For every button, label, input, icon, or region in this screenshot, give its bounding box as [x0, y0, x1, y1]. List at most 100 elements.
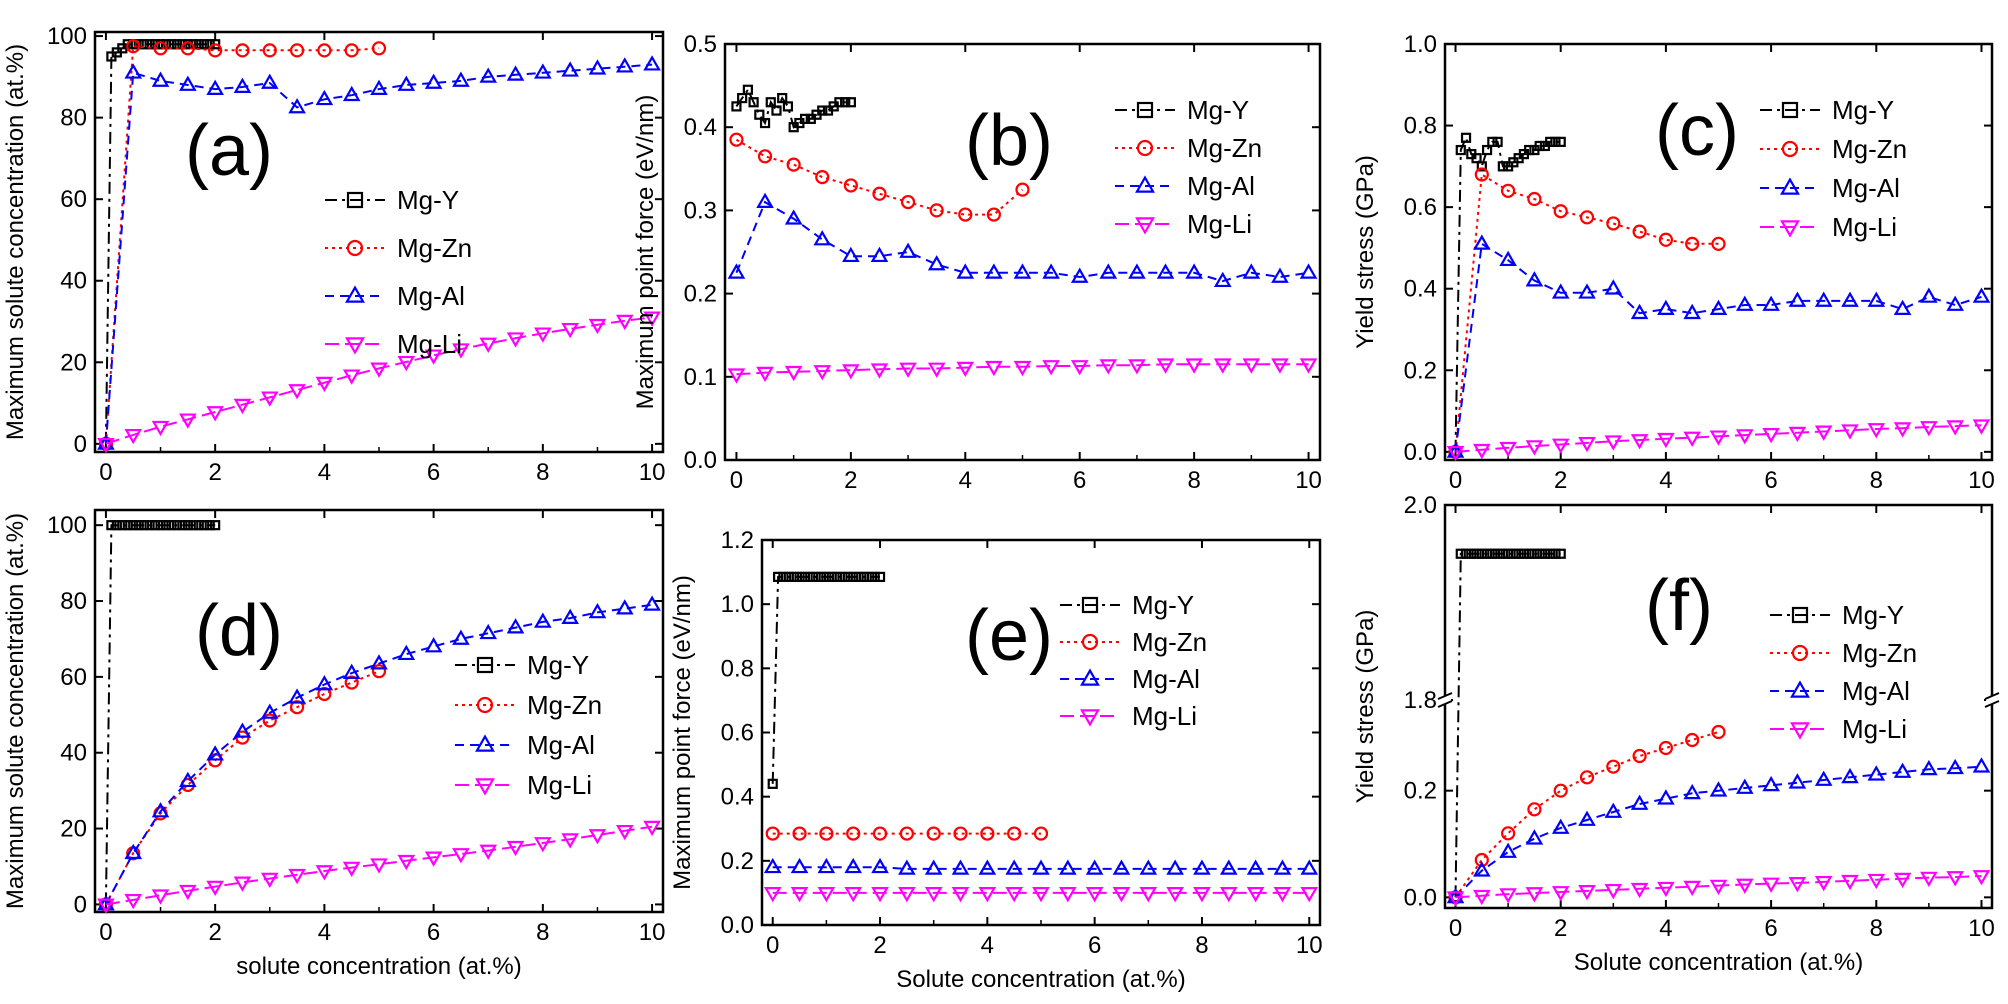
data-point: [1471, 548, 1482, 559]
data-point: [397, 854, 416, 871]
data-point: [848, 571, 859, 582]
data-point: [1497, 548, 1508, 559]
data-point: [1578, 436, 1596, 453]
y-tick-label: 0.2: [684, 281, 717, 308]
y-tick-label: 0.0: [721, 912, 754, 939]
data-point: [1972, 419, 1991, 435]
data-point: [561, 833, 579, 849]
legend-label: Mg-Y: [1842, 600, 1904, 630]
data-point: [871, 857, 889, 874]
data-point: [1005, 887, 1023, 903]
y-tick-label: 1.0: [721, 591, 754, 618]
data-point: [870, 246, 889, 263]
data-point: [845, 97, 856, 108]
data-point: [534, 837, 552, 853]
series-line: [105, 316, 653, 445]
chart-panel-b: 0 2 4 6 8 10 0.0 0.1 0.2 0.3 0.4 0.5 Maximum point f…: [632, 31, 1322, 494]
data-point: [1070, 360, 1089, 376]
data-point: [1166, 887, 1184, 903]
data-point: [342, 663, 361, 679]
data-point: [643, 820, 661, 837]
axis-break-mark: [1984, 692, 2000, 700]
data-point: [561, 322, 579, 339]
x-tick-label: 10: [1968, 467, 1995, 494]
data-point: [1972, 287, 1991, 303]
data-point: [97, 898, 115, 914]
data-point: [771, 105, 782, 116]
data-point: [534, 63, 552, 79]
data-point: [951, 887, 970, 903]
data-point: [206, 880, 224, 896]
y-tick-label: 60: [60, 664, 87, 691]
data-point: [1185, 358, 1203, 374]
data-point: [1657, 881, 1675, 898]
data-point: [177, 520, 188, 531]
plot-frame: [1443, 503, 1994, 910]
data-point: [1553, 783, 1568, 798]
data-point: [452, 629, 470, 645]
data-point: [1920, 871, 1938, 888]
data-point: [1501, 826, 1516, 841]
data-point: [1271, 358, 1289, 374]
data-point: [315, 865, 334, 881]
x-tick-label: 2: [208, 919, 221, 946]
data-point: [206, 745, 224, 761]
data-point: [799, 571, 811, 582]
legend-label: Mg-Al: [527, 730, 595, 760]
data-point: [1606, 216, 1621, 231]
data-point: [534, 327, 552, 343]
data-point: [1685, 732, 1700, 748]
data-point: [874, 571, 886, 582]
data-point: [155, 520, 166, 531]
data-point: [1246, 859, 1265, 875]
legend-label: Mg-Zn: [527, 690, 602, 720]
data-point: [288, 868, 306, 885]
data-point: [757, 149, 773, 164]
data-point: [1788, 426, 1807, 443]
data-point: [208, 43, 223, 58]
data-point: [1300, 887, 1319, 903]
data-point: [924, 887, 943, 903]
data-point: [1709, 781, 1728, 797]
data-point: [506, 840, 525, 857]
data-point: [1841, 767, 1859, 784]
data-point: [1156, 358, 1175, 374]
y-tick-label: 80: [60, 588, 87, 615]
data-point: [794, 571, 805, 582]
axis-break-gap: [1986, 696, 1998, 704]
y-tick-label: 0.4: [684, 114, 717, 141]
data-point: [1657, 432, 1675, 449]
y-tick-label: 1.8: [1404, 687, 1437, 714]
x-tick-label: 8: [1187, 467, 1200, 494]
series-mg-zn: [765, 826, 1049, 841]
data-point: [452, 848, 470, 864]
legend-label: Mg-Y: [1132, 590, 1194, 620]
y-axis-label: Maximum solute concentration (at.%): [2, 44, 29, 440]
data-point: [1508, 548, 1519, 559]
data-point: [871, 887, 889, 903]
data-point: [588, 602, 607, 619]
data-point: [1503, 548, 1514, 559]
data-point: [1471, 153, 1482, 164]
data-point: [1300, 859, 1319, 875]
legend-marker: [1136, 101, 1154, 119]
data-point: [1473, 889, 1491, 906]
data-point: [1487, 548, 1498, 559]
data-point: [1735, 429, 1754, 445]
data-point: [151, 420, 170, 437]
legend-marker: [1135, 175, 1155, 193]
y-tick-label: 0.2: [721, 848, 754, 875]
data-point: [588, 318, 607, 335]
data-point: [763, 857, 782, 874]
data-point: [1513, 548, 1524, 559]
data-point: [737, 92, 748, 104]
y-tick-label: 0: [74, 891, 87, 918]
data-point: [1273, 859, 1292, 875]
series-mg-li: [1446, 419, 1991, 462]
legend-label: Mg-Zn: [1842, 638, 1917, 668]
data-point: [1579, 210, 1595, 225]
data-point: [869, 571, 880, 582]
axis-break-mark: [1437, 700, 1453, 708]
data-point: [1487, 136, 1498, 147]
data-point: [1473, 443, 1491, 460]
